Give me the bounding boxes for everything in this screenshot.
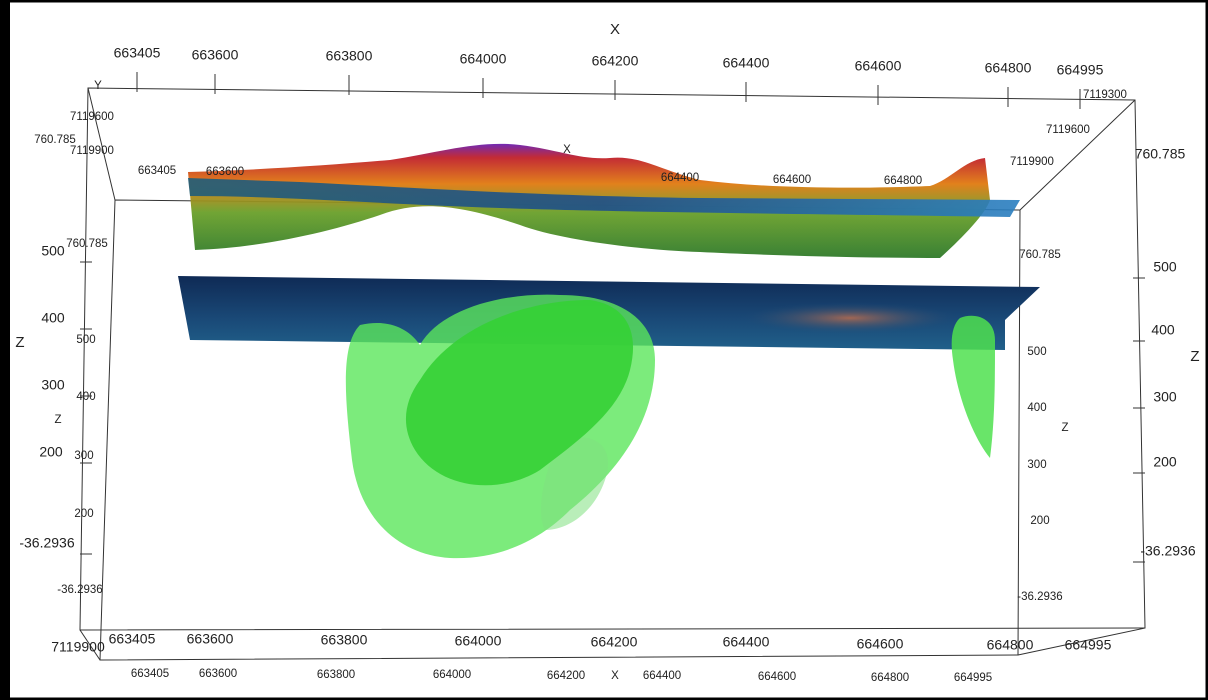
- tick-label: 664000: [433, 669, 471, 681]
- corner-label: 7119900: [51, 639, 105, 655]
- tick-label: 664600: [855, 58, 902, 74]
- tick-label: 400: [41, 310, 65, 326]
- tick-label: 300: [41, 377, 65, 393]
- right-isosurface: [951, 315, 995, 458]
- axis-title: Z: [1061, 422, 1068, 434]
- tick-label: 7119600: [70, 111, 114, 123]
- flat-plane: [188, 178, 1020, 217]
- tick-label: 664400: [661, 172, 699, 184]
- axis-title: Z: [15, 334, 24, 351]
- tick-label: 760.785: [34, 134, 76, 146]
- tick-label: 664995: [954, 672, 992, 684]
- tick-label: 663405: [131, 668, 169, 680]
- tick-label: 300: [74, 450, 93, 462]
- tick-label: 664400: [643, 670, 681, 682]
- tick-label: 7119900: [1010, 156, 1054, 168]
- tick-label: 760.785: [1135, 146, 1186, 162]
- inner-isosurface: [405, 300, 634, 486]
- tick-label: 664995: [1057, 62, 1104, 78]
- left-border: [0, 0, 10, 700]
- tick-label: 663600: [199, 668, 237, 680]
- tick-label: 664800: [884, 175, 922, 187]
- tick-label: 400: [1151, 322, 1175, 338]
- tick-label: 7119600: [1046, 124, 1090, 136]
- tick-label: 664800: [987, 637, 1034, 653]
- tick-label: 664200: [591, 634, 638, 650]
- tick-label: 664200: [592, 53, 639, 69]
- tick-label: 760.785: [66, 238, 108, 250]
- tick-label: -36.2936: [19, 535, 74, 551]
- tick-label: 664800: [985, 60, 1032, 76]
- axis-labels: X 663405 663600 663800 664000 664200 664400 664…: [15, 21, 1199, 684]
- tick-label: 760.785: [1019, 249, 1061, 261]
- tick-label: 400: [1027, 402, 1046, 414]
- tick-label: 663600: [206, 166, 244, 178]
- tick-label: 664800: [871, 672, 909, 684]
- tick-label: 663600: [187, 631, 234, 647]
- tick-label: 7119900: [70, 145, 114, 157]
- tick-label: 500: [41, 243, 65, 259]
- back-isosurface: [540, 437, 608, 530]
- tick-label: 663405: [109, 631, 156, 647]
- tick-label: 664995: [1065, 637, 1112, 653]
- tick-label: 300: [1027, 459, 1046, 471]
- tick-label: 664600: [857, 636, 904, 652]
- axis-title: X: [610, 21, 620, 38]
- tick-label: 664600: [773, 174, 811, 186]
- tick-label: 664400: [723, 55, 770, 71]
- surfaces: [178, 143, 1040, 559]
- tick-label: 663800: [317, 669, 355, 681]
- tick-label: 500: [1027, 346, 1046, 358]
- tick-label: 200: [1153, 454, 1177, 470]
- tick-label: 500: [76, 334, 95, 346]
- tick-label: 664400: [723, 634, 770, 650]
- axis-title: X: [563, 144, 571, 156]
- tick-label: 664200: [547, 670, 585, 682]
- axis-title: Y: [94, 80, 102, 92]
- tick-label: 664000: [455, 633, 502, 649]
- axis-title: Z: [54, 414, 61, 426]
- axis-title: Z: [1190, 348, 1199, 365]
- slab-anomaly: [740, 302, 960, 334]
- tick-label: 500: [1153, 259, 1177, 275]
- tick-label: 200: [74, 508, 93, 520]
- axis-title: X: [611, 670, 619, 682]
- edge-ticks: [80, 261, 1145, 563]
- tick-label: 663800: [326, 48, 373, 64]
- tick-label: 300: [1153, 389, 1177, 405]
- tick-label: 7119300: [1083, 89, 1127, 101]
- tick-label: 663600: [192, 47, 239, 63]
- tick-label: 200: [1030, 515, 1049, 527]
- tick-label: -36.2936: [57, 584, 102, 596]
- tick-label: 664600: [758, 671, 796, 683]
- tick-label: 200: [39, 444, 63, 460]
- tick-label: 400: [76, 391, 95, 403]
- tick-label: -36.2936: [1140, 543, 1195, 559]
- tick-label: 663405: [114, 45, 161, 61]
- tick-label: 663405: [138, 165, 176, 177]
- tick-label: -36.2936: [1017, 591, 1062, 603]
- tick-label: 663800: [321, 632, 368, 648]
- tick-label: 664000: [460, 51, 507, 67]
